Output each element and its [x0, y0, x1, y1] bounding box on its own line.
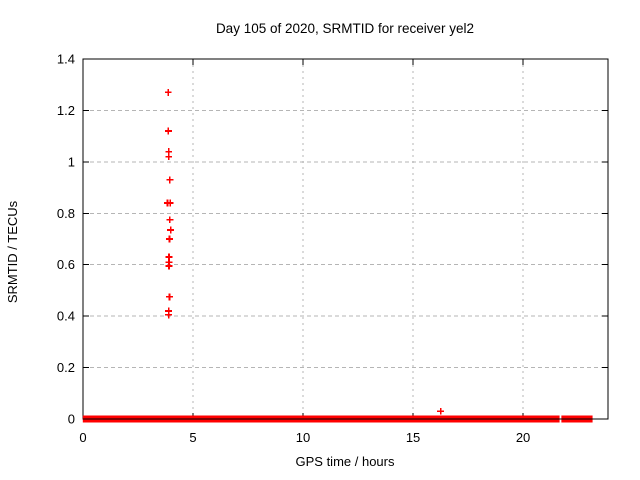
- plus-marker: [167, 226, 174, 234]
- plus-marker: [166, 199, 174, 207]
- y-tick-label: 1.4: [57, 52, 75, 67]
- plus-marker: [164, 89, 172, 96]
- y-tick-label: 0.2: [57, 360, 75, 375]
- x-tick-label: 15: [406, 430, 420, 445]
- plus-marker: [164, 127, 172, 135]
- plus-marker: [165, 153, 173, 161]
- plus-marker: [166, 216, 174, 224]
- plus-marker: [165, 262, 173, 270]
- plus-marker: [166, 176, 174, 184]
- plus-marker: [166, 293, 173, 301]
- plus-marker: [437, 407, 444, 415]
- x-axis-label: GPS time / hours: [296, 454, 395, 469]
- y-tick-label: 1: [68, 154, 75, 169]
- y-axis-label: SRMTID / TECUs: [5, 200, 20, 303]
- x-tick-label: 20: [516, 430, 530, 445]
- x-tick-label: 0: [79, 430, 86, 445]
- y-tick-label: 0.4: [57, 309, 75, 324]
- chart-title: Day 105 of 2020, SRMTID for receiver yel…: [216, 21, 474, 36]
- grid-lines: [83, 59, 608, 419]
- y-tick-label: 0.8: [57, 206, 75, 221]
- y-tick-label: 0.6: [57, 257, 75, 272]
- plus-marker: [165, 311, 172, 319]
- plus-marker: [166, 235, 173, 243]
- y-tick-label: 0: [68, 412, 75, 427]
- x-tick-label: 5: [189, 430, 196, 445]
- x-tick-label: 10: [296, 430, 310, 445]
- tick-labels: 0 0.2 0.4 0.6 0.8 1 1.2 1.4 0 5 10 15 20: [57, 52, 530, 446]
- y-tick-label: 1.2: [57, 103, 75, 118]
